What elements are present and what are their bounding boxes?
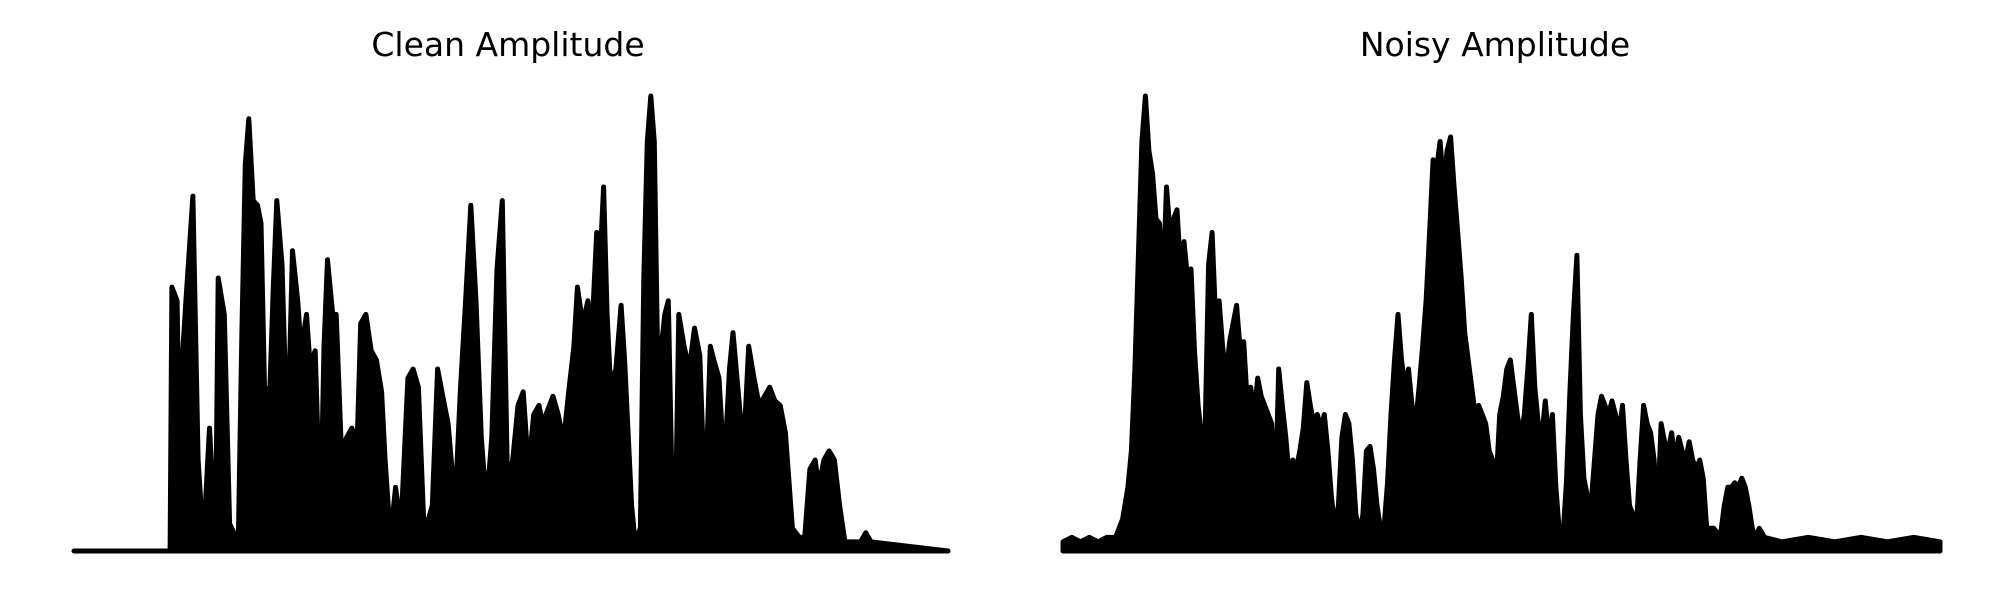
clean-amplitude-title: Clean Amplitude — [371, 25, 644, 64]
clean-amplitude-panel: Clean Amplitude — [71, 25, 951, 554]
noisy-amplitude-panel: Noisy Amplitude — [1060, 25, 1943, 554]
clean-amplitude-envelope — [71, 93, 951, 554]
noisy-amplitude-envelope — [1060, 93, 1943, 554]
noisy-amplitude-title: Noisy Amplitude — [1360, 25, 1630, 64]
